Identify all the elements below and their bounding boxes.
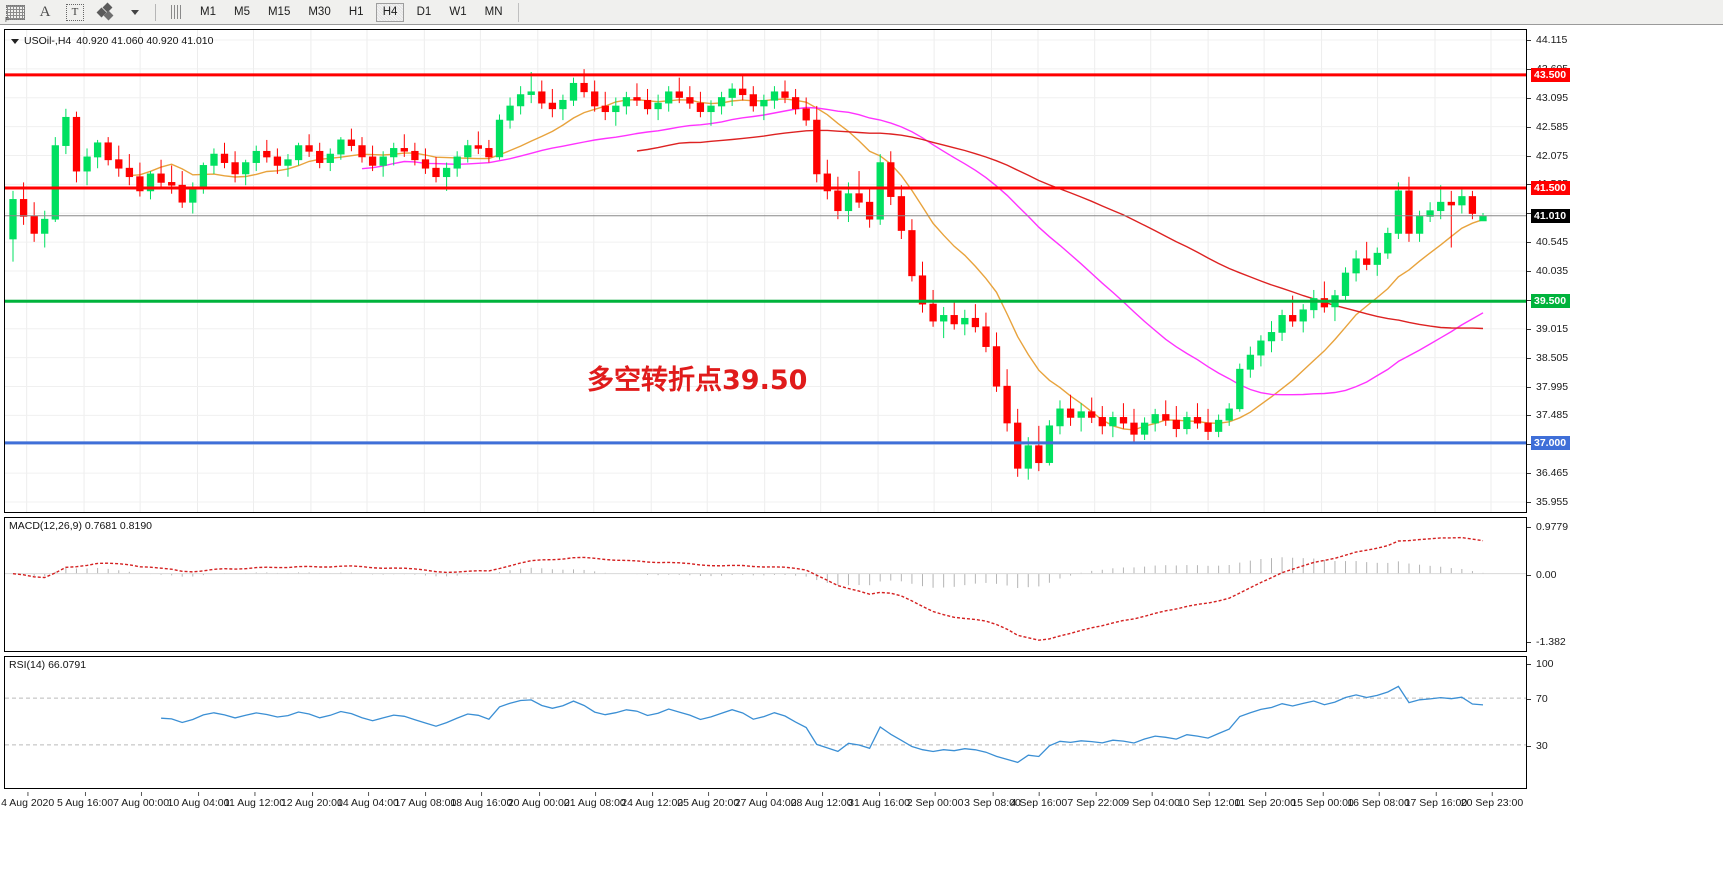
- text-box-icon[interactable]: T: [60, 0, 90, 24]
- time-tick: 4 Aug 2020: [1, 792, 55, 809]
- time-axis[interactable]: 4 Aug 2020 5 Aug 16:00 7 Aug 00:00 10 Aug 0…: [1, 792, 1527, 817]
- time-tick: 27 Aug 04:00: [734, 792, 797, 809]
- timeframe-label: H4: [382, 6, 398, 18]
- time-tick: 24 Aug 12:00: [621, 792, 684, 809]
- time-tick: 16 Sep 08:00: [1347, 792, 1410, 809]
- macd-tick: 0.00: [1527, 569, 1556, 581]
- price-tick: 39.015: [1527, 323, 1568, 335]
- timeframe-label: M30: [308, 6, 331, 18]
- timeframe-m30[interactable]: M30: [302, 3, 336, 22]
- price-tick: 40.035: [1527, 265, 1568, 277]
- timeframe-d1[interactable]: D1: [410, 3, 437, 22]
- time-tick: 17 Sep 16:00: [1404, 792, 1468, 809]
- rsi-pane[interactable]: RSI(14) 66.0791: [4, 656, 1527, 789]
- price-level-tag-pivot[interactable]: 39.500: [1531, 294, 1571, 309]
- timeframe-label: W1: [449, 6, 467, 18]
- price-axis[interactable]: 44.11543.60543.09542.58542.07541.56541.0…: [1527, 29, 1723, 513]
- price-tick: 37.995: [1527, 381, 1568, 393]
- time-tick: 4 Sep 16:00: [1010, 792, 1068, 809]
- macd-tick: -1.382: [1527, 636, 1566, 648]
- symbol-info: USOil-,H4 40.920 41.060 40.920 41.010: [11, 35, 213, 47]
- price-level-tag-support[interactable]: 37.000: [1531, 435, 1571, 450]
- rsi-tick: 30: [1527, 740, 1548, 752]
- time-tick: 21 Aug 08:00: [563, 792, 626, 809]
- macd-tick: 0.9779: [1527, 521, 1568, 533]
- price-level-tag-resistance[interactable]: 41.500: [1531, 181, 1571, 196]
- timeframe-label: D1: [416, 6, 432, 18]
- time-tick: 11 Sep 20:00: [1234, 792, 1296, 809]
- timeframe-m5[interactable]: M5: [228, 3, 256, 22]
- price-tick: 42.075: [1527, 150, 1568, 162]
- timeframe-label: M1: [200, 6, 216, 18]
- time-tick: 3 Sep 08:00: [964, 792, 1021, 809]
- price-plot: [5, 30, 1526, 512]
- rsi-tick: 70: [1527, 693, 1548, 705]
- time-tick: 14 Aug 04:00: [337, 792, 399, 809]
- indicators-icon[interactable]: [90, 0, 120, 24]
- dropdown-caret-icon[interactable]: [120, 0, 150, 24]
- time-tick: 2 Sep 00:00: [906, 792, 964, 809]
- symbol-ohlc: 40.920 41.060 40.920 41.010: [76, 35, 214, 47]
- rsi-plot: [5, 685, 1526, 764]
- macd-pane[interactable]: MACD(12,26,9) 0.7681 0.8190: [4, 517, 1527, 652]
- timeframe-h1[interactable]: H1: [343, 3, 370, 22]
- rsi-label: RSI(14) 66.0791: [9, 659, 87, 671]
- timeframe-label: M15: [267, 6, 291, 18]
- symbol-caret-icon[interactable]: [11, 38, 19, 44]
- time-tick: 20 Sep 23:00: [1460, 792, 1524, 809]
- timeframe-m1[interactable]: M1: [194, 3, 222, 22]
- macd-axis: 0.9779 0.00 -1.382: [1527, 517, 1723, 652]
- time-tick: 15 Sep 00:00: [1291, 792, 1354, 809]
- toolbar: F A T M1 M5 M15 M30 H1 H4 D1 W1 MN: [0, 0, 1723, 25]
- price-tick: 43.095: [1527, 92, 1568, 104]
- text-box-glyph: T: [66, 3, 84, 21]
- toolbar-end-separator: [517, 2, 519, 22]
- text-label-glyph: A: [39, 3, 51, 20]
- time-tick: 31 Aug 16:00: [848, 792, 911, 809]
- time-tick: 18 Aug 16:00: [450, 792, 513, 809]
- time-tick: 7 Sep 22:00: [1067, 792, 1124, 809]
- toolbar-separator: [155, 3, 156, 21]
- price-tick: 40.545: [1527, 236, 1568, 248]
- timeframe-w1[interactable]: W1: [443, 3, 472, 22]
- timeframe-mn[interactable]: MN: [479, 3, 509, 22]
- time-tick: 28 Aug 12:00: [790, 792, 853, 809]
- chart-annotation: 多空转折点39.50: [587, 365, 808, 396]
- periods-icon[interactable]: [161, 0, 191, 24]
- timeframe-label: MN: [484, 6, 503, 18]
- time-tick: 20 Aug 00:00: [507, 792, 570, 809]
- time-tick: 7 Aug 00:00: [113, 792, 170, 809]
- rsi-axis: 100 70 30: [1527, 656, 1723, 789]
- symbol-name: USOil-,H4: [24, 35, 72, 47]
- timeframe-label: H1: [348, 6, 364, 18]
- time-tick: 9 Sep 04:00: [1123, 792, 1181, 809]
- time-tick: 11 Aug 12:00: [223, 792, 286, 809]
- price-level-tag-resistance[interactable]: 43.500: [1531, 67, 1571, 82]
- price-tick: 38.505: [1527, 352, 1568, 364]
- price-pane[interactable]: USOil-,H4 40.920 41.060 40.920 41.010: [4, 29, 1527, 513]
- timeframe-label: M5: [233, 6, 250, 18]
- crosshair-grid-icon[interactable]: F: [0, 0, 30, 24]
- macd-plot: [5, 536, 1526, 641]
- macd-label: MACD(12,26,9) 0.7681 0.8190: [9, 520, 153, 532]
- time-tick: 12 Aug 20:00: [280, 792, 343, 809]
- time-tick: 17 Aug 08:00: [394, 792, 457, 809]
- price-tick: 42.585: [1527, 121, 1568, 133]
- price-tick: 36.465: [1527, 467, 1568, 479]
- price-tick: 44.115: [1527, 34, 1567, 46]
- time-tick: 25 Aug 20:00: [677, 792, 740, 809]
- timeframe-group: M1 M5 M15 M30 H1 H4 D1 W1 MN: [191, 2, 512, 22]
- time-tick: 10 Aug 04:00: [167, 792, 230, 809]
- price-tick: 35.955: [1527, 496, 1568, 508]
- price-tick: 37.485: [1527, 409, 1568, 421]
- time-tick: 10 Sep 12:00: [1177, 792, 1241, 809]
- chart-frame: USOil-,H4 40.920 41.060 40.920 41.010 MA…: [0, 25, 1723, 893]
- timeframe-m15[interactable]: M15: [262, 3, 296, 22]
- timeframe-h4[interactable]: H4: [375, 2, 405, 22]
- text-label-icon[interactable]: A: [30, 0, 60, 24]
- time-tick: 5 Aug 16:00: [57, 792, 114, 809]
- rsi-tick: 100: [1527, 658, 1554, 670]
- price-level-tag-last-price[interactable]: 41.010: [1531, 208, 1571, 223]
